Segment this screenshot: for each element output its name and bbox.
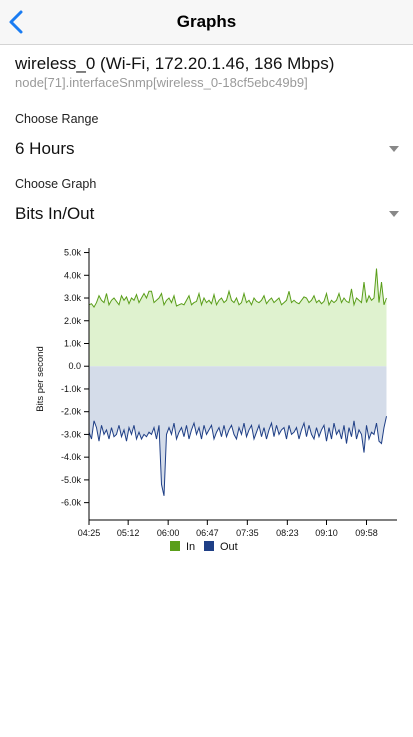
y-tick-label: -3.0k — [61, 429, 82, 439]
x-tick-label: 07:35 — [236, 528, 259, 538]
series-line-out — [88, 416, 387, 496]
y-tick-label: 0.0 — [68, 361, 81, 371]
interface-resource-id: node[71].interfaceSnmp[wireless_0-18cf5e… — [15, 75, 308, 90]
interface-title: wireless_0 (Wi-Fi, 172.20.1.46, 186 Mbps… — [15, 54, 335, 73]
y-tick-label: 1.0k — [64, 338, 82, 348]
y-tick-label: 5.0k — [64, 248, 82, 258]
y-tick-label: -1.0k — [61, 384, 82, 394]
x-tick-label: 09:10 — [315, 528, 338, 538]
y-axis-label: Bits per second — [35, 346, 46, 411]
x-tick-label: 04:25 — [78, 528, 101, 538]
y-axis: 5.0k 4.0k 3.0k 2.0k 1.0k 0.0 -1.0k -2.0k -3.0k -4… — [61, 248, 90, 520]
x-tick-label: 08:23 — [276, 528, 299, 538]
caret-down-icon — [389, 211, 399, 217]
range-select[interactable]: 6 Hours — [15, 136, 401, 162]
legend-swatch-out — [204, 541, 214, 551]
bits-in-out-chart: 5.0k 4.0k 3.0k 2.0k 1.0k 0.0 -1.0k -2.0k -3.0k -4… — [35, 248, 397, 553]
navigation-bar: Graphs — [0, 0, 413, 45]
chart-legend: In Out — [170, 541, 238, 553]
y-tick-label: 2.0k — [64, 316, 82, 326]
graph-label: Choose Graph — [15, 177, 97, 191]
y-tick-label: -4.0k — [61, 452, 82, 462]
y-tick-label: 3.0k — [64, 293, 82, 303]
range-value: 6 Hours — [15, 139, 75, 158]
series-area-in — [89, 268, 387, 367]
legend-label-in: In — [186, 541, 195, 553]
graph-value: Bits In/Out — [15, 204, 95, 223]
graph-select[interactable]: Bits In/Out — [15, 201, 401, 227]
chevron-left-icon — [9, 10, 23, 34]
y-tick-label: -6.0k — [61, 498, 82, 508]
x-tick-label: 09:58 — [355, 528, 378, 538]
plot-areas — [88, 268, 387, 496]
y-tick-label: -2.0k — [61, 407, 82, 417]
legend-label-out: Out — [220, 541, 238, 553]
back-button[interactable] — [2, 6, 32, 38]
x-tick-label: 05:12 — [117, 528, 140, 538]
series-line-in — [88, 268, 387, 309]
range-label: Choose Range — [15, 112, 99, 126]
x-tick-label: 06:00 — [157, 528, 180, 538]
legend-swatch-in — [170, 541, 180, 551]
y-tick-label: 4.0k — [64, 270, 82, 280]
caret-down-icon — [389, 146, 399, 152]
x-axis: 04:25 05:12 06:00 06:47 07:35 08:23 09:10 09:58 — [78, 519, 397, 538]
page-title: Graphs — [176, 12, 237, 31]
y-tick-label: -5.0k — [61, 475, 82, 485]
x-tick-label: 06:47 — [196, 528, 219, 538]
